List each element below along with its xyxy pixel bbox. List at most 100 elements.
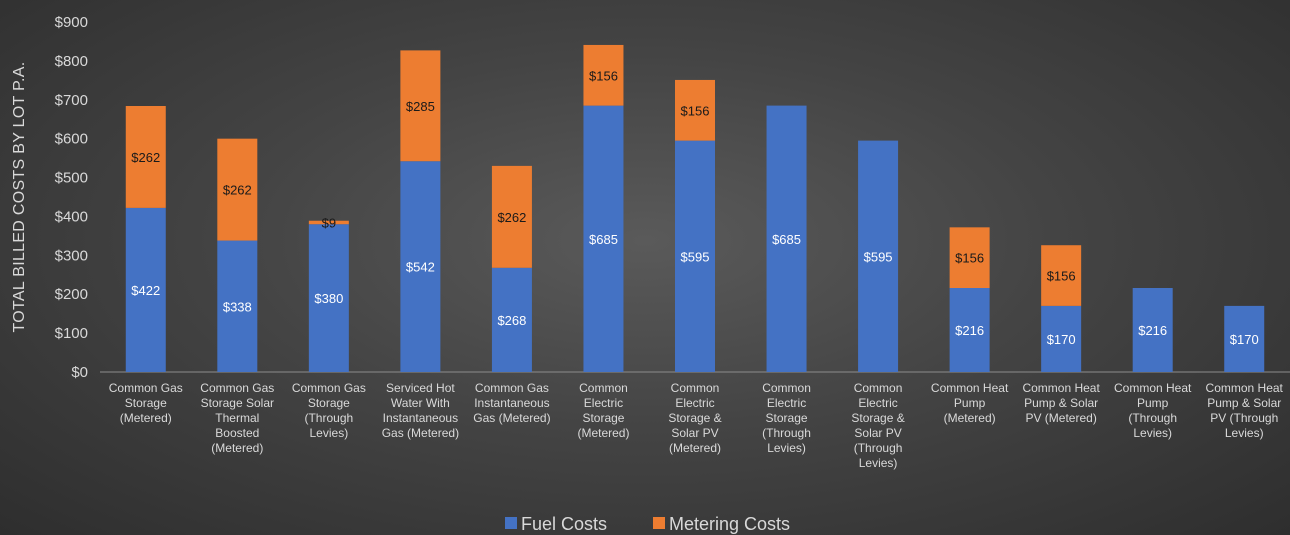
x-category-label: Electric	[675, 396, 714, 410]
x-category-label: PV (Metered)	[1025, 411, 1096, 425]
x-category-label: Gas (Metered)	[382, 426, 459, 440]
data-label-metering-costs: $156	[589, 68, 618, 83]
data-label-fuel-costs: $170	[1230, 332, 1259, 347]
x-category-label: Storage	[125, 396, 167, 410]
x-category-label: Levies)	[859, 456, 898, 470]
x-category-label: (Through	[304, 411, 353, 425]
x-category-label: Electric	[767, 396, 806, 410]
x-category-label: Common Heat	[1114, 381, 1192, 395]
y-axis-label: TOTAL BILLED COSTS BY LOT P.A.	[11, 61, 28, 332]
data-label-metering-costs: $262	[497, 210, 526, 225]
x-category-label: Solar PV	[671, 426, 718, 440]
bar-metering-costs	[125, 106, 166, 208]
x-category-label: Storage	[582, 411, 624, 425]
x-category-label: Common Heat	[1206, 381, 1284, 395]
legend-swatch-fuel-costs	[505, 517, 517, 529]
bar-fuel-costs	[675, 140, 715, 372]
data-label-metering-costs: $9	[322, 215, 336, 230]
data-label-metering-costs: $156	[681, 103, 710, 118]
bar-metering-costs	[949, 227, 990, 288]
bar-fuel-costs	[491, 267, 532, 372]
x-category-label: (Metered)	[944, 411, 996, 425]
data-label-metering-costs: $285	[406, 99, 435, 114]
x-category-label: Common Heat	[931, 381, 1009, 395]
bar-metering-costs	[491, 165, 532, 268]
x-category-label: Instantaneous	[383, 411, 458, 425]
data-label-fuel-costs: $595	[681, 249, 710, 264]
bar-metering-costs	[217, 138, 258, 241]
x-category-label: Common Gas	[475, 381, 549, 395]
x-category-label: Levies)	[1133, 426, 1172, 440]
x-category-label: Storage Solar	[201, 396, 274, 410]
bar-fuel-costs	[766, 105, 807, 372]
bar-fuel-costs	[217, 240, 258, 372]
data-label-fuel-costs: $685	[772, 232, 801, 247]
x-category-label: (Metered)	[211, 441, 263, 455]
bar-metering-costs	[308, 220, 349, 225]
y-tick-label: $500	[55, 170, 88, 187]
data-label-fuel-costs: $542	[406, 260, 435, 275]
x-category-label: Solar PV	[854, 426, 901, 440]
x-category-label: Electric	[584, 396, 623, 410]
legend: Fuel Costs Metering Costs	[505, 514, 790, 534]
data-label-fuel-costs: $216	[1138, 323, 1167, 338]
data-label-metering-costs: $262	[223, 183, 252, 198]
x-category-label: Gas (Metered)	[473, 411, 550, 425]
x-category-label: (Through	[1128, 411, 1177, 425]
bar-fuel-costs	[949, 288, 990, 372]
data-label-fuel-costs: $380	[314, 291, 343, 306]
bar-fuel-costs	[1132, 288, 1173, 372]
y-tick-label: $400	[55, 208, 88, 225]
bar-fuel-costs	[583, 105, 624, 372]
x-category-label: Pump	[954, 396, 986, 410]
data-label-fuel-costs: $216	[955, 323, 984, 338]
bar-metering-costs	[1041, 245, 1082, 306]
x-category-label: Pump & Solar	[1207, 396, 1281, 410]
x-category-label: Common Gas	[200, 381, 274, 395]
x-category-label: Pump	[1137, 396, 1169, 410]
y-tick-label: $300	[55, 247, 88, 264]
x-category-label: Serviced Hot	[386, 381, 455, 395]
x-category-label: Thermal	[215, 411, 259, 425]
x-category-label: (Metered)	[577, 426, 629, 440]
data-label-metering-costs: $156	[955, 251, 984, 266]
y-tick-label: $200	[55, 286, 88, 303]
bar-fuel-costs	[1041, 305, 1082, 372]
y-tick-label: $600	[55, 131, 88, 148]
x-category-label: Common	[762, 381, 811, 395]
x-category-label: Storage	[766, 411, 808, 425]
x-category-label: Common	[854, 381, 903, 395]
y-tick-label: $800	[55, 53, 88, 70]
x-category-label: Storage &	[851, 411, 904, 425]
x-category-label: Levies)	[310, 426, 349, 440]
x-category-label: (Through	[854, 441, 903, 455]
x-category-label: Water With	[391, 396, 450, 410]
x-category-label: PV (Through	[1210, 411, 1278, 425]
bar-metering-costs	[400, 50, 441, 162]
bars: $422 $262 $338 $262 $380 $9 $542 $285 $268 $262 $6…	[125, 44, 1265, 372]
legend-swatch-metering-costs	[653, 517, 665, 529]
legend-label-metering-costs: Metering Costs	[669, 514, 790, 534]
x-category-label: Common Gas	[109, 381, 183, 395]
data-label-fuel-costs: $268	[497, 313, 526, 328]
x-category-label: Storage &	[668, 411, 721, 425]
y-tick-label: $700	[55, 92, 88, 109]
x-category-label: (Through	[762, 426, 811, 440]
y-tick-label: $100	[55, 325, 88, 342]
bar-fuel-costs	[400, 161, 441, 372]
x-category-label: Levies)	[767, 441, 806, 455]
x-category-label: Common	[671, 381, 720, 395]
x-category-label: Pump & Solar	[1024, 396, 1098, 410]
data-label-fuel-costs: $338	[223, 299, 252, 314]
x-category-label: (Metered)	[120, 411, 172, 425]
x-category-label: Common	[579, 381, 628, 395]
bar-fuel-costs	[125, 207, 166, 372]
legend-label-fuel-costs: Fuel Costs	[521, 514, 607, 534]
y-tick-label: $900	[55, 14, 88, 31]
x-category-label: Boosted	[215, 426, 259, 440]
bar-fuel-costs	[1224, 305, 1265, 372]
data-label-metering-costs: $156	[1047, 269, 1076, 284]
data-label-fuel-costs: $170	[1047, 332, 1076, 347]
